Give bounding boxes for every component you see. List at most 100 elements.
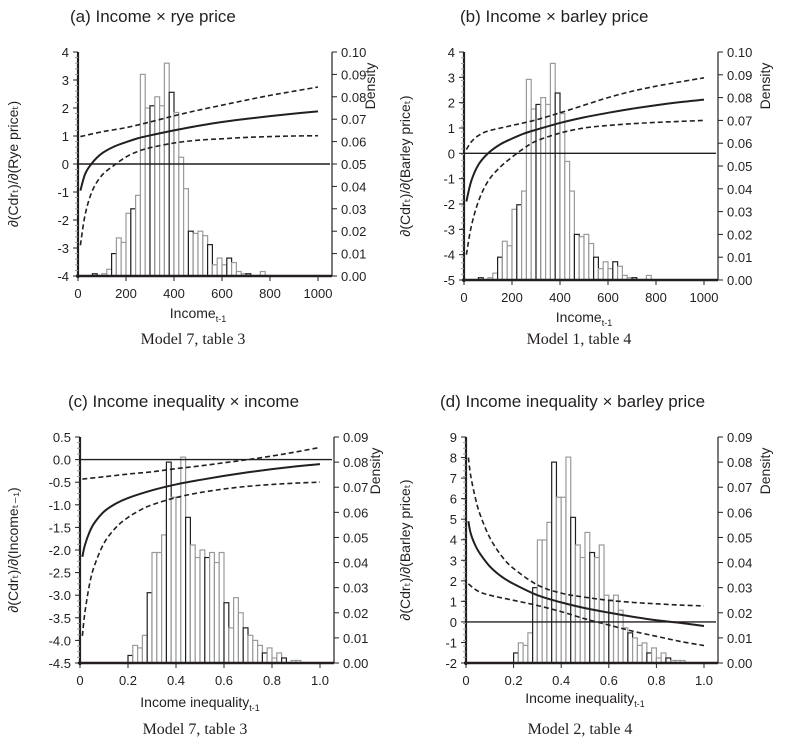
histogram-bar bbox=[135, 194, 142, 277]
y2-tick-label: 0.08 bbox=[727, 455, 752, 470]
histogram-bar bbox=[223, 602, 230, 664]
histogram-bar bbox=[631, 637, 638, 664]
histogram-bar bbox=[120, 241, 127, 277]
histogram-bar bbox=[516, 204, 523, 281]
y2-tick-label: 0.02 bbox=[727, 606, 752, 621]
y-tick-label: -1 bbox=[57, 185, 69, 200]
y2-tick-label: 0.00 bbox=[341, 269, 366, 284]
histogram-bar bbox=[154, 96, 161, 277]
lower-ci-line bbox=[465, 119, 705, 255]
histogram-bar bbox=[570, 516, 577, 664]
y2-tick-label: 0.06 bbox=[727, 136, 752, 151]
marginal-effect-line bbox=[81, 463, 321, 557]
x-tick-label: 0 bbox=[74, 286, 81, 301]
y-tick-label: 0 bbox=[448, 146, 455, 161]
histogram-bar bbox=[276, 652, 283, 664]
y-tick-label: 4 bbox=[62, 45, 69, 60]
y2-tick-label: 0.06 bbox=[727, 505, 752, 520]
panel-title: (b) Income × barley price bbox=[460, 7, 649, 26]
histogram-bar bbox=[578, 236, 585, 281]
histogram-bar bbox=[589, 551, 596, 664]
panel-b: 4 3 2 1 0 -1 -2 -3 -4 -5 0 200 400 600 800 1000 0.10 0.09… bbox=[397, 7, 773, 348]
density-axis-label: Density bbox=[757, 63, 773, 110]
histogram-bar bbox=[202, 235, 209, 277]
x-axis-label: Income inequalityt-1 bbox=[140, 694, 259, 713]
x-axis-label-subscript: t-1 bbox=[216, 314, 227, 324]
y-tick-label: -3 bbox=[57, 241, 69, 256]
x-tick-label: 0.8 bbox=[647, 673, 665, 688]
histogram-bar bbox=[187, 230, 194, 277]
histogram-bar bbox=[651, 647, 658, 664]
x-axis-label-main: Income bbox=[170, 305, 216, 321]
x-tick-label: 1000 bbox=[304, 286, 333, 301]
y-tick-label: -1 bbox=[443, 172, 455, 187]
histogram-bar bbox=[530, 108, 537, 281]
y2-tick-label: 0.01 bbox=[727, 631, 752, 646]
x-axis-label-subscript: t-1 bbox=[634, 699, 645, 709]
y-tick-label: 7 bbox=[450, 471, 457, 486]
x-tick-label: 0 bbox=[460, 290, 467, 305]
x-tick-label: 200 bbox=[115, 286, 137, 301]
histogram-bar bbox=[617, 609, 624, 664]
x-axis-label-subscript: t-1 bbox=[602, 318, 613, 328]
x-axis-label-main: Income inequality bbox=[525, 690, 634, 706]
histogram-bar bbox=[197, 230, 204, 277]
x-axis-label: Incomet-1 bbox=[556, 309, 612, 328]
density-axis-label: Density bbox=[367, 448, 383, 495]
histogram-bar bbox=[627, 632, 634, 664]
histogram-bar bbox=[592, 256, 599, 281]
histogram-bar bbox=[574, 544, 581, 664]
y-tick-label: -2 bbox=[445, 656, 457, 671]
panel-title: (d) Income inequality × barley price bbox=[440, 392, 705, 411]
y2-tick-label: 0.01 bbox=[341, 247, 366, 262]
histogram-bar bbox=[165, 461, 172, 664]
x-axis-label-main: Income inequality bbox=[140, 694, 249, 710]
histogram-bar bbox=[527, 632, 534, 664]
y2-tick-label: 0.06 bbox=[341, 135, 366, 150]
histogram-bar bbox=[221, 264, 228, 277]
y2-tick-label: 0.03 bbox=[343, 581, 368, 596]
x-axis-label: Incomet-1 bbox=[170, 305, 226, 324]
y-tick-label: -4.5 bbox=[49, 656, 71, 671]
y2-tick-label: 0.02 bbox=[343, 606, 368, 621]
y2-tick-label: 0.03 bbox=[727, 581, 752, 596]
y-tick-label: -1.5 bbox=[49, 520, 71, 535]
histogram-bar bbox=[512, 652, 519, 664]
histogram-bar bbox=[115, 237, 122, 277]
histogram-bar bbox=[560, 496, 567, 664]
histogram-bar bbox=[144, 107, 151, 277]
y-tick-label: 2 bbox=[62, 101, 69, 116]
y-tick-label: 0.0 bbox=[53, 453, 71, 468]
x-tick-label: 600 bbox=[597, 290, 619, 305]
histogram-bar bbox=[532, 587, 539, 664]
y2-tick-label: 0.01 bbox=[343, 631, 368, 646]
y-tick-label: 3 bbox=[450, 553, 457, 568]
density-axis-label: Density bbox=[362, 63, 378, 110]
y2-tick-label: 0.07 bbox=[727, 480, 752, 495]
x-axis-label: Income inequalityt-1 bbox=[525, 690, 644, 709]
histogram-bar bbox=[180, 456, 187, 664]
y-tick-label: -4.0 bbox=[49, 633, 71, 648]
histogram-bar bbox=[568, 190, 575, 281]
histogram-bar bbox=[554, 92, 561, 281]
panel-d: 9 8 7 6 5 4 3 2 1 0 -1 -2 0 0.2 0.4 0.6 0.8 1.0 0.09 0.08 0.… bbox=[397, 392, 773, 738]
y-tick-label: 2 bbox=[450, 574, 457, 589]
histogram-bar bbox=[192, 232, 199, 277]
histogram-bar bbox=[183, 188, 190, 277]
panel-caption: Model 1, table 4 bbox=[527, 331, 632, 348]
histogram-bar bbox=[149, 105, 156, 277]
y-tick-label: -0.5 bbox=[49, 475, 71, 490]
x-tick-label: 400 bbox=[549, 290, 571, 305]
histogram-bar bbox=[211, 264, 218, 277]
y-tick-label: -2 bbox=[57, 213, 69, 228]
histogram-bar bbox=[125, 212, 132, 277]
upper-ci-line bbox=[82, 446, 321, 480]
panel-title: (c) Income inequality × income bbox=[68, 392, 299, 411]
x-tick-label: 0.2 bbox=[505, 673, 523, 688]
y-tick-label: 4 bbox=[448, 45, 455, 60]
histogram-bar bbox=[218, 551, 225, 664]
histogram-bar bbox=[525, 78, 532, 281]
y-tick-label: 1 bbox=[448, 121, 455, 136]
marginal-effect-line bbox=[79, 110, 319, 191]
